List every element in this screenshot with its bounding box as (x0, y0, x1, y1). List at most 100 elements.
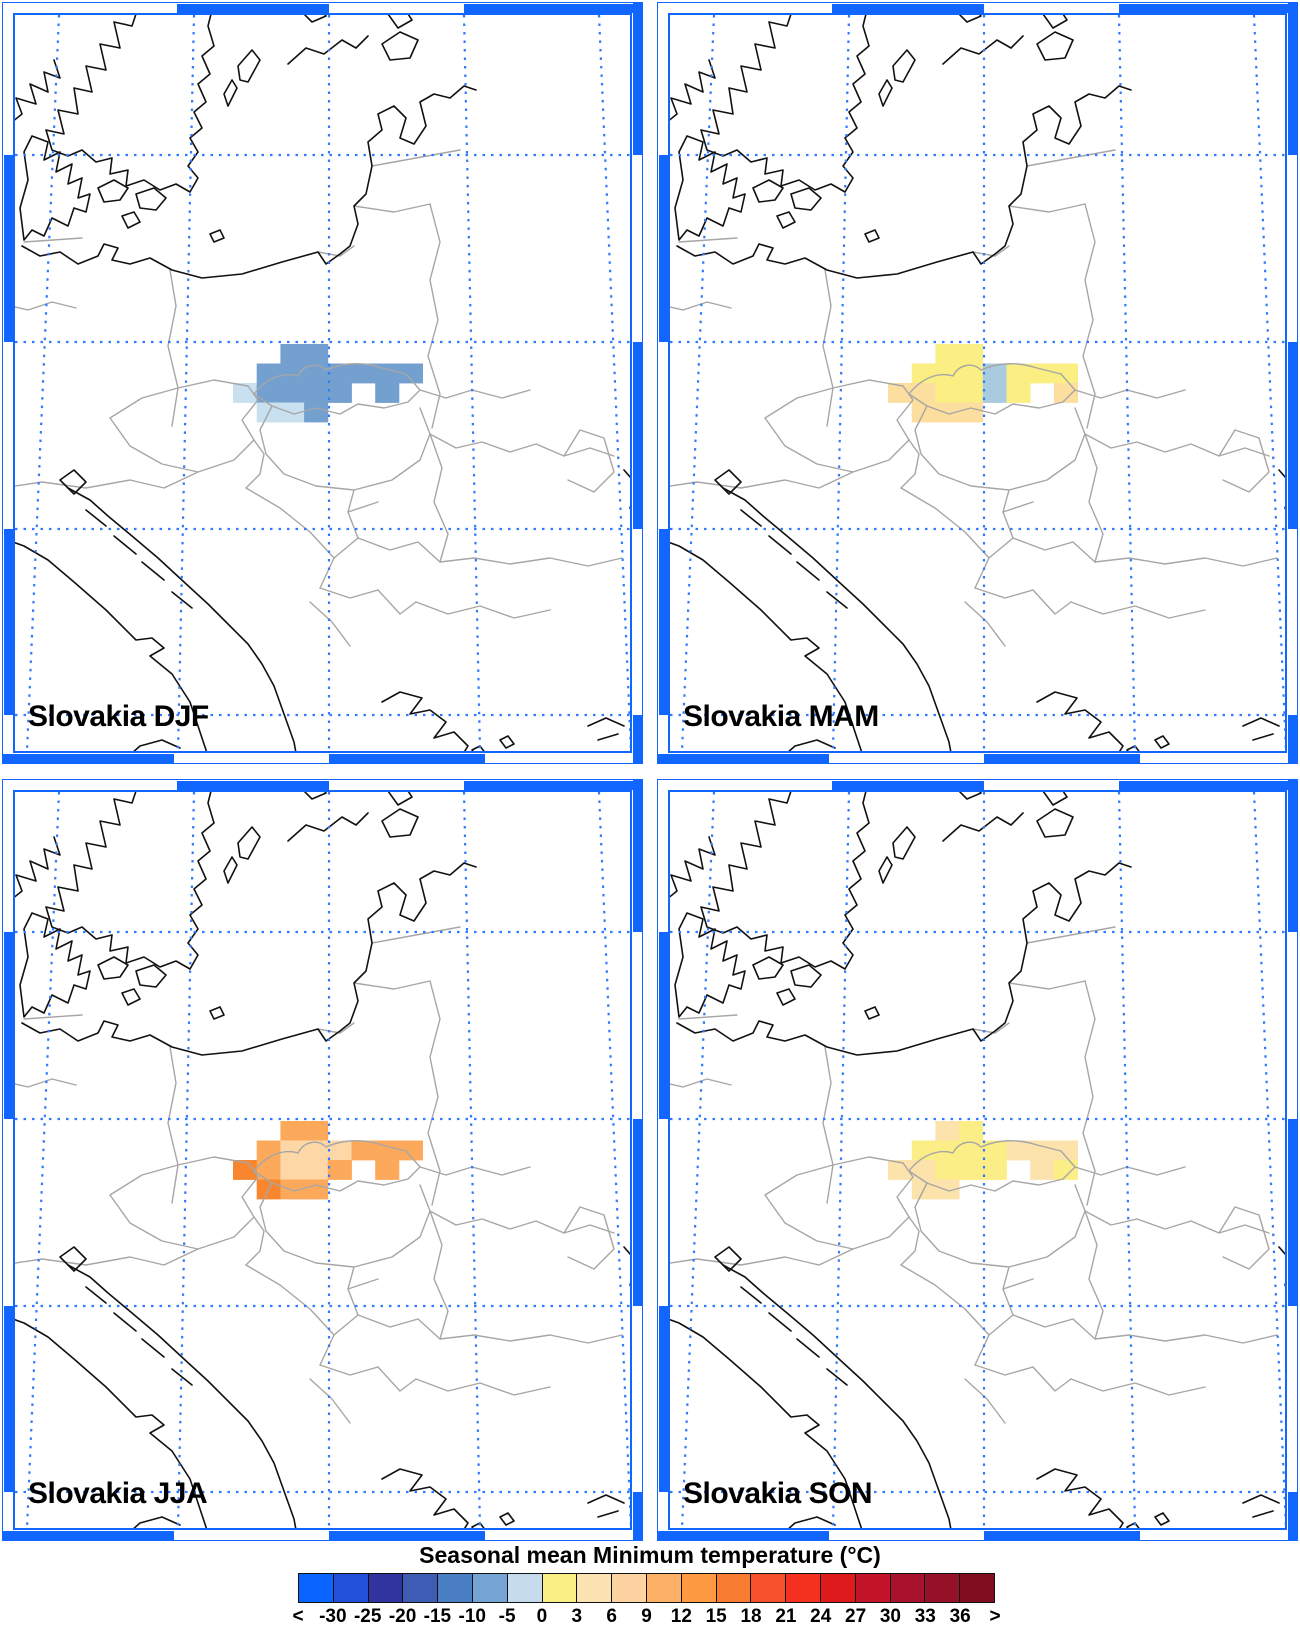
graticule-frame (657, 2, 1298, 764)
temp-cell (935, 383, 960, 403)
legend-color-cell (542, 1574, 578, 1602)
frame-segment-bottom (657, 1530, 829, 1540)
temp-cell (911, 383, 936, 403)
panel-label-mam: Slovakia MAM (683, 700, 879, 733)
temp-cell (304, 363, 329, 384)
map-border (13, 790, 632, 1530)
grid-line (1117, 15, 1137, 751)
legend-color-cell (577, 1574, 613, 1602)
temp-cell (327, 383, 352, 403)
temperature-cells (233, 1121, 423, 1200)
temp-cell (888, 383, 913, 403)
frame-segment-right (1287, 1492, 1297, 1541)
legend-color-cell (820, 1574, 856, 1602)
graticule-grid (15, 792, 630, 1528)
frame-segment-bottom (657, 753, 829, 763)
temp-cell (280, 1140, 305, 1161)
legend-tick: 3 (571, 1606, 583, 1627)
temp-cell (982, 1160, 1007, 1180)
temp-cell (398, 363, 423, 384)
temp-cell (959, 344, 984, 364)
frame-segment-right (1287, 2, 1297, 155)
temp-cell (959, 1140, 984, 1161)
temp-cell (280, 363, 305, 384)
legend-color-cell (299, 1574, 334, 1602)
grid-line (831, 792, 851, 1528)
panel-label-djf: Slovakia DJF (28, 700, 209, 733)
temp-cell (935, 1121, 960, 1141)
temp-cell (280, 383, 305, 403)
graticule-frame (657, 779, 1298, 1541)
frame-segment-right (632, 342, 642, 529)
frame-segment-right (1287, 342, 1297, 529)
temp-cell (982, 1140, 1007, 1161)
legend-tick: 30 (879, 1606, 902, 1627)
legend-tick: 9 (641, 1606, 652, 1627)
temp-cell (1053, 1140, 1078, 1161)
temp-cell (398, 1140, 423, 1161)
temp-cell (327, 363, 352, 384)
legend-color-cell (925, 1574, 961, 1602)
legend-tick: -5 (498, 1606, 516, 1627)
panel-djf: Slovakia DJF (2, 2, 643, 764)
legend-color-cell (333, 1574, 369, 1602)
map-border (668, 13, 1287, 753)
frame-segment-bottom (984, 753, 1140, 763)
temp-cell (911, 363, 936, 384)
graticule-frame (2, 2, 643, 764)
temperature-cells (888, 1121, 1078, 1200)
frame-segment-top (1119, 3, 1298, 13)
legend-tick: 18 (740, 1606, 762, 1627)
legend-color-cell (716, 1574, 752, 1602)
temp-cell (351, 1140, 376, 1161)
temp-cell (935, 1179, 960, 1200)
legend-color-cell (681, 1574, 717, 1602)
temp-cell (888, 1160, 913, 1180)
temperature-cells (233, 344, 423, 423)
legend-color-cell (368, 1574, 404, 1602)
temp-cell (935, 402, 960, 423)
temp-cell (959, 1160, 984, 1180)
temp-cell (304, 1140, 329, 1161)
graticule-grid (670, 15, 1285, 751)
frame-segment-left (3, 1306, 13, 1492)
temp-cell (304, 1179, 329, 1200)
frame-segment-left (658, 932, 668, 1119)
temp-cell (304, 1160, 329, 1180)
grid-line (831, 15, 851, 751)
frame-segment-right (1287, 715, 1297, 764)
temp-cell (1053, 383, 1078, 403)
frame-segment-left (658, 1306, 668, 1492)
temp-cell (935, 363, 960, 384)
legend-tick: > (989, 1606, 1001, 1627)
legend-tick: 15 (705, 1606, 727, 1627)
legend-tick: 36 (949, 1606, 971, 1627)
legend-tick: -25 (353, 1606, 382, 1627)
map-border (13, 13, 632, 753)
legend-tick: -20 (388, 1606, 417, 1627)
grid-line (25, 15, 61, 751)
temp-cell (351, 363, 376, 384)
frame-segment-top (832, 780, 984, 790)
legend-color-cell (472, 1574, 508, 1602)
temp-cell (959, 383, 984, 403)
frame-segment-left (3, 155, 13, 342)
panel-mam: Slovakia MAM (657, 2, 1298, 764)
legend-color-cell (403, 1574, 439, 1602)
frame-segment-bottom (329, 753, 485, 763)
legend-color-cell (751, 1574, 787, 1602)
temp-cell (304, 1121, 329, 1141)
grid-line (1117, 792, 1137, 1528)
temp-cell (256, 1140, 281, 1161)
temp-cell (982, 383, 1007, 403)
temp-cell (256, 383, 281, 403)
temp-cell (911, 1140, 936, 1161)
temp-cell (1006, 1140, 1031, 1161)
frame-segment-top (464, 780, 643, 790)
panel-label-son: Slovakia SON (683, 1477, 873, 1510)
grid-line (25, 792, 61, 1528)
frame-segment-top (464, 3, 643, 13)
frame-segment-left (3, 529, 13, 715)
temp-cell (256, 363, 281, 384)
